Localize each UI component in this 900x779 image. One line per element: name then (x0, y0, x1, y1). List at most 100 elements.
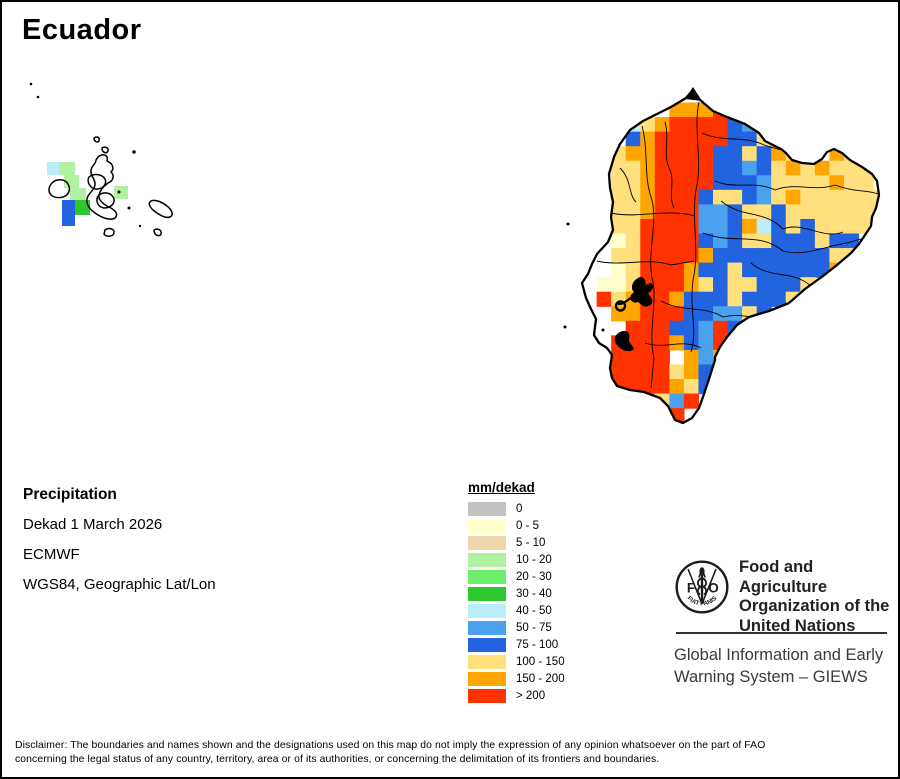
grid-cell (683, 248, 700, 264)
grid-cell (683, 364, 700, 380)
grid-cell (742, 160, 758, 176)
grid-cell (713, 379, 729, 395)
province-boundary (644, 342, 702, 349)
grid-cell (727, 218, 743, 235)
grid-cell (611, 262, 627, 278)
legend-label: > 200 (516, 690, 546, 702)
grid-cell (654, 131, 670, 147)
island-outline (87, 173, 107, 190)
grid-cell (713, 320, 729, 336)
grid-cell (698, 175, 714, 191)
grid-cell (800, 204, 816, 220)
grid-cell (654, 335, 670, 351)
grid-cell (756, 218, 772, 235)
province-boundary (619, 167, 637, 203)
grid-cell (669, 160, 685, 176)
legend-label: 40 - 50 (516, 605, 552, 617)
grid-cell (713, 291, 729, 307)
grid-cell (727, 160, 743, 176)
grid-cell (669, 189, 685, 205)
grid-cell (727, 233, 743, 249)
province-boundary (714, 180, 879, 195)
grid-cell (669, 277, 685, 293)
water-body (685, 87, 702, 101)
grid-cell (713, 262, 729, 278)
grid-cell (814, 248, 830, 264)
grid-cell (771, 277, 787, 293)
grid-cell (785, 204, 801, 220)
grid-cell (683, 335, 700, 351)
grid-cell (698, 146, 714, 162)
grid-cell (683, 379, 700, 395)
grid-cell (843, 204, 860, 220)
grid-cell (713, 306, 729, 322)
grid-cell (756, 248, 772, 264)
grid-cell (756, 160, 772, 176)
grid-cell (654, 364, 670, 380)
fao-logo-divider-right (701, 568, 717, 605)
grid-cell (727, 248, 743, 264)
grid-cell (785, 277, 801, 293)
grid-cell (640, 204, 656, 220)
grid-cell (698, 262, 714, 278)
grid-cell (669, 204, 685, 220)
islet-dot (138, 224, 142, 228)
grid-cell (669, 233, 685, 249)
grid-cell (698, 291, 714, 307)
grid-cell (698, 335, 714, 351)
info-projection: WGS84, Geographic Lat/Lon (23, 576, 216, 593)
grid-cell (742, 189, 758, 205)
grid-cell (625, 393, 641, 409)
grid-cell (640, 189, 656, 205)
grid-cell (829, 248, 845, 264)
grid-cell (727, 146, 743, 162)
grid-cell (858, 189, 874, 205)
grid-cell (654, 262, 670, 278)
grid-cell (843, 175, 860, 191)
giews-title: Global Information and Early Warning Sys… (674, 644, 883, 688)
grid-cell (727, 189, 743, 205)
grid-cell (669, 291, 685, 307)
grid-cell (683, 175, 700, 191)
fao-org-name: Food and Agriculture Organization of the… (739, 558, 898, 636)
grid-cell (698, 189, 714, 205)
grid-cell (829, 131, 845, 147)
grid-cell (75, 200, 90, 215)
grid-cell (654, 175, 670, 191)
grid-cell (829, 160, 845, 176)
grid-cell (669, 364, 685, 380)
islet-dot (117, 190, 121, 194)
legend-entry: 150 - 200 (468, 672, 565, 686)
legend-entry: 50 - 75 (468, 621, 565, 635)
legend-entry: 0 - 5 (468, 519, 565, 533)
legend-label: 30 - 40 (516, 588, 552, 600)
fao-logo-letter-f: F (687, 581, 695, 596)
grid-cell (683, 349, 700, 366)
grid-cell (771, 262, 787, 278)
legend-swatch (468, 519, 506, 533)
grid-cell (640, 349, 656, 366)
islet-dot (29, 82, 33, 86)
grid-cell (742, 277, 758, 293)
grid-cell (640, 146, 656, 162)
grid-cell (742, 233, 758, 249)
grid-cell (713, 248, 729, 264)
grid-cell (785, 218, 801, 235)
grid-cell (654, 379, 670, 395)
grid-cell (800, 189, 816, 205)
grid-cell (698, 117, 714, 133)
grid-cell (843, 233, 860, 249)
legend-entry: 100 - 150 (468, 655, 565, 669)
grid-cell (800, 218, 816, 235)
grid-cell (625, 204, 641, 220)
grid-cell (669, 379, 685, 395)
grid-cell (683, 189, 700, 205)
galapagos-inset-map (29, 82, 173, 237)
grid-cell (843, 160, 860, 176)
islet-dot (563, 325, 567, 329)
grid-cell (625, 131, 641, 147)
grid-cell (669, 335, 685, 351)
grid-cell (47, 162, 59, 175)
grid-cell (611, 189, 627, 205)
grid-cell (683, 306, 700, 322)
